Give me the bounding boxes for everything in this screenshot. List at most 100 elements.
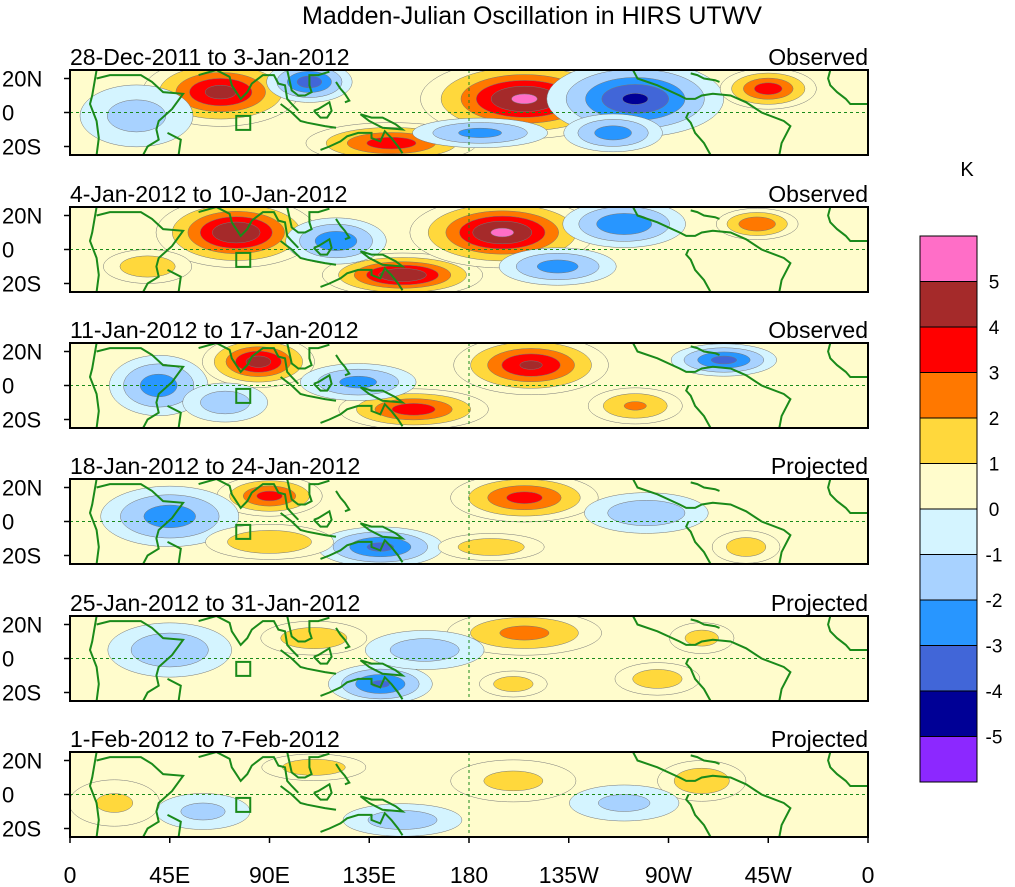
anomaly-center (205, 524, 334, 560)
coastline (632, 479, 792, 564)
anomaly-center (437, 533, 545, 561)
coastline (286, 752, 330, 779)
anomaly-center (107, 622, 232, 678)
lat-label: 20N (2, 204, 42, 229)
coastline (632, 343, 792, 428)
coastlines (88, 616, 868, 701)
colorbar-swatch (919, 235, 978, 282)
lat-label: 0 (2, 783, 14, 808)
contour-band (726, 537, 767, 557)
anomaly-field (70, 479, 868, 564)
coastline (279, 103, 337, 129)
contour-band (684, 629, 719, 647)
contour-band (314, 231, 358, 251)
colorbar-swatch (919, 326, 978, 373)
panel-date-range: 28-Dec-2011 to 3-Jan-2012 (70, 44, 350, 70)
coastline (690, 72, 720, 83)
anomaly-center (715, 208, 799, 240)
lon-label: 180 (450, 862, 488, 887)
contour-band (623, 401, 647, 411)
contour-band (536, 259, 579, 274)
reference-box (235, 523, 252, 540)
reference-box (235, 387, 252, 404)
coastline (198, 70, 300, 112)
colorbar: K 5 4 3 2 1 0 -1 -2 -3 -4 -5 (919, 159, 1003, 783)
coastline (96, 347, 185, 428)
contour-band (499, 625, 550, 641)
coastline (690, 481, 720, 492)
lat-label: 20N (2, 476, 42, 501)
contour-band (227, 530, 312, 554)
contour-band (391, 403, 436, 416)
colorbar-label: -5 (986, 728, 1003, 749)
anomaly-center (103, 249, 193, 284)
coastline (335, 354, 351, 377)
lat-label: 20S (2, 817, 41, 842)
anomaly-center (317, 526, 444, 564)
coastline (88, 616, 100, 701)
colorbar-swatch (919, 281, 978, 328)
coastline (279, 649, 337, 675)
lat-label: 20N (2, 67, 42, 92)
panel-data-type: Projected (771, 726, 868, 752)
coastline (685, 112, 712, 155)
reference-box (235, 660, 252, 677)
colorbar-label: 0 (989, 500, 1000, 521)
contour-band (622, 93, 649, 105)
colorbar-swatch (919, 736, 978, 783)
contour-band (245, 355, 272, 368)
coastline (88, 207, 100, 292)
coastline (359, 113, 406, 131)
anomaly-center (300, 363, 417, 401)
contour-band (490, 227, 514, 238)
coastlines (88, 70, 868, 155)
coastline (279, 512, 337, 538)
panel-data-type: Observed (768, 317, 868, 343)
panel-data-type: Observed (768, 44, 868, 70)
coastline (685, 385, 712, 428)
coastline (279, 785, 337, 811)
coastline (286, 70, 330, 97)
map-panel: 20N 0 20S 28-Dec-2011 to 3-Jan-2012 Observed (2, 44, 869, 160)
coastline (320, 538, 404, 563)
coastline (335, 490, 351, 513)
coastline (359, 795, 406, 813)
lon-label: 0 (64, 862, 77, 887)
contour-band (506, 491, 543, 504)
colorbar-label: 5 (989, 273, 1000, 294)
anomaly-field (70, 207, 868, 292)
lon-label: 0 (862, 862, 875, 887)
coastline (88, 70, 100, 155)
contour-band (378, 268, 427, 282)
coastline (313, 100, 333, 119)
anomaly-field (70, 70, 868, 155)
coastlines (88, 207, 868, 292)
colorbar-unit: K (960, 159, 974, 181)
contour-band (483, 770, 544, 792)
coastline (96, 483, 185, 564)
reference-box (235, 114, 252, 131)
contour-band (204, 85, 237, 100)
coastline (320, 811, 404, 836)
coastline (313, 237, 333, 256)
colorbar-swatch (919, 508, 978, 555)
coastline (690, 754, 720, 765)
coastline (167, 678, 182, 701)
panel-data-type: Observed (768, 181, 868, 207)
contour-band (457, 538, 525, 556)
colorbar-label: 3 (989, 364, 1000, 385)
coastline (827, 752, 868, 787)
coastline (313, 646, 333, 665)
coastline (359, 522, 406, 540)
colorbar-label: 1 (989, 455, 1000, 476)
contour-band (143, 504, 196, 528)
coastlines (88, 752, 868, 837)
anomaly-center (412, 117, 548, 148)
coastline (335, 218, 351, 241)
coastline (320, 402, 404, 427)
colorbar-swatch (919, 690, 978, 737)
contour-band (511, 93, 538, 105)
coastline (167, 132, 182, 155)
colorbar-swatch (919, 372, 978, 419)
colorbar-swatch (919, 645, 978, 692)
